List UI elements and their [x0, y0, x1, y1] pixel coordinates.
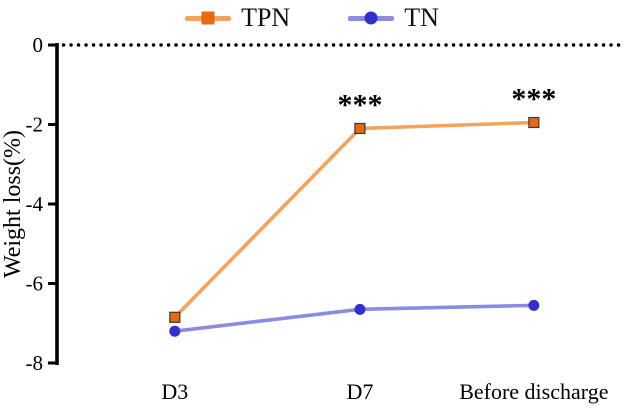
legend: TPN TN	[0, 2, 624, 34]
legend-label-tpn: TPN	[241, 3, 291, 32]
y-tick-label: 0	[33, 33, 44, 57]
x-category-label: D3	[161, 379, 188, 404]
tn-line-swatch	[348, 11, 395, 25]
x-category-label: D7	[346, 379, 373, 404]
data-point-circle-icon	[528, 299, 540, 311]
data-point-square-icon	[354, 122, 366, 135]
data-point-circle-icon	[354, 303, 366, 315]
data-point-circle-icon	[169, 325, 181, 337]
significance-marker: ***	[337, 88, 382, 121]
x-category-label: Before discharge	[459, 379, 608, 404]
tn-circle-marker-icon	[364, 11, 378, 25]
data-point-square-icon	[169, 311, 181, 323]
tpn-square-marker-icon	[201, 11, 215, 25]
legend-label-tn: TN	[404, 3, 439, 32]
legend-item-tpn: TPN	[185, 5, 290, 31]
significance-marker: ***	[511, 83, 556, 116]
y-tick-label: -4	[26, 192, 44, 216]
series-line-tpn	[173, 120, 534, 319]
tpn-line-swatch	[185, 11, 232, 25]
y-tick-label: -2	[26, 113, 44, 137]
y-tick-label: -6	[26, 272, 44, 296]
y-tick-label: -8	[26, 351, 44, 375]
data-point-square-icon	[528, 116, 540, 129]
y-axis-label: Weight loss(%)	[0, 130, 26, 278]
legend-item-tn: TN	[348, 5, 439, 31]
series-line-tn	[174, 303, 534, 333]
